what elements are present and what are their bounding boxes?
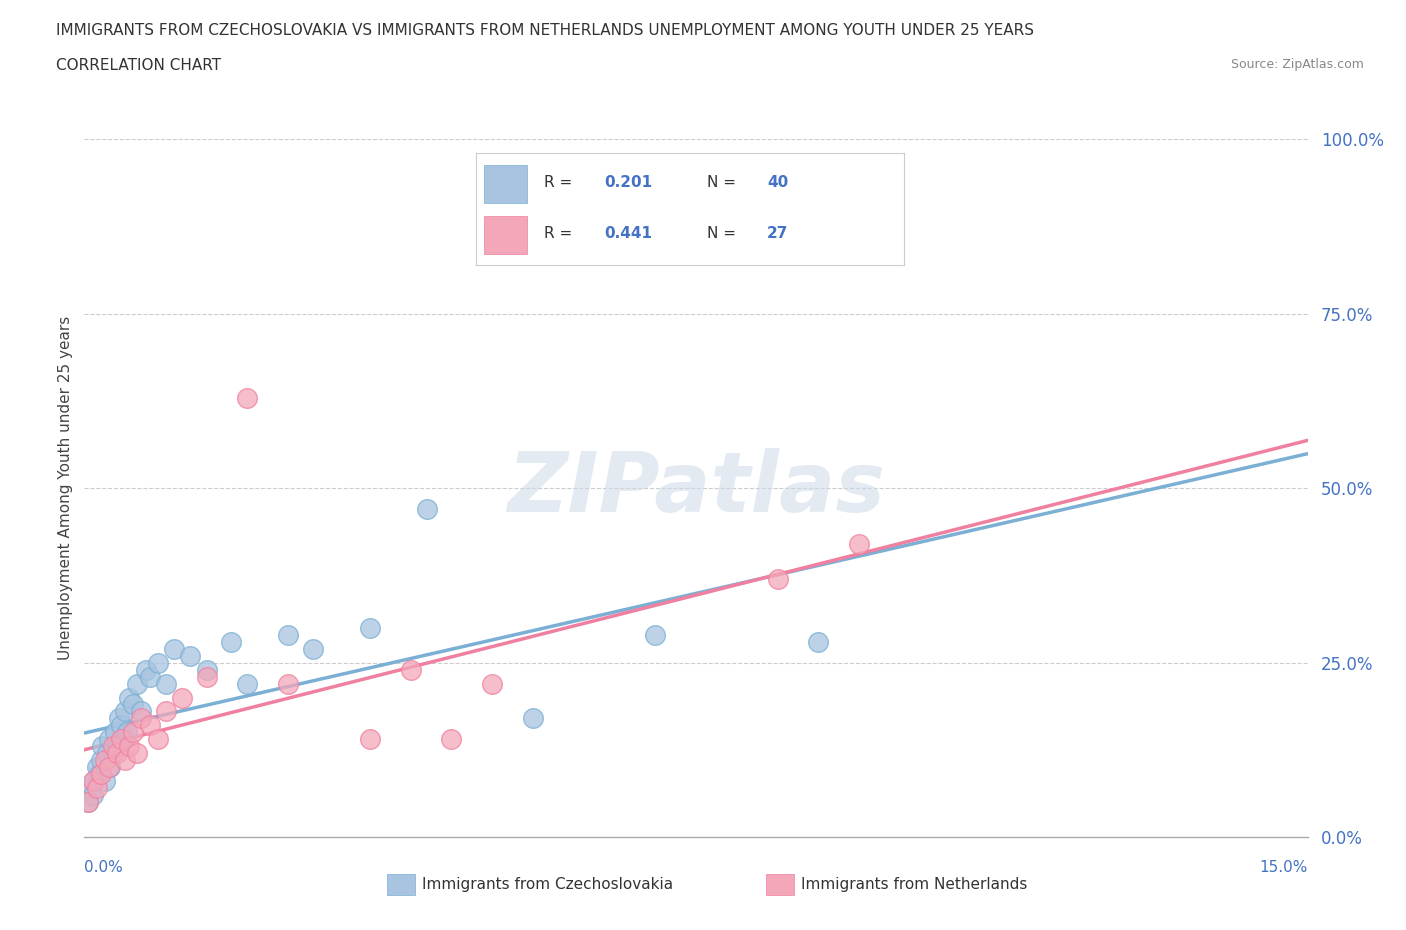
Point xyxy=(359,620,381,635)
Point xyxy=(86,760,108,775)
Point xyxy=(115,725,138,740)
Point xyxy=(97,760,120,775)
Point xyxy=(97,732,120,747)
Point xyxy=(219,634,242,649)
Point xyxy=(301,642,323,657)
Point xyxy=(105,746,128,761)
Point xyxy=(277,676,299,691)
Point xyxy=(82,774,104,789)
Point xyxy=(107,711,129,725)
Point xyxy=(138,670,160,684)
Point xyxy=(110,718,132,733)
Point xyxy=(101,746,124,761)
Point xyxy=(399,662,422,677)
Point xyxy=(127,676,149,691)
Point xyxy=(146,732,169,747)
Text: 15.0%: 15.0% xyxy=(1260,860,1308,875)
Point xyxy=(277,628,299,643)
Point xyxy=(163,642,186,657)
Point xyxy=(83,774,105,789)
Point xyxy=(114,704,136,719)
Point xyxy=(766,571,789,587)
Text: Immigrants from Netherlands: Immigrants from Netherlands xyxy=(801,877,1028,892)
Point xyxy=(80,781,103,796)
Point xyxy=(359,732,381,747)
Point xyxy=(236,676,259,691)
Point xyxy=(77,794,100,809)
Point xyxy=(122,698,145,712)
Point xyxy=(110,732,132,747)
Point xyxy=(807,634,830,649)
Point xyxy=(131,704,153,719)
Point xyxy=(155,704,177,719)
Point xyxy=(96,746,118,761)
Point xyxy=(112,732,135,747)
Point xyxy=(118,690,141,705)
Point xyxy=(100,760,122,775)
Point xyxy=(848,537,870,551)
Point xyxy=(114,753,136,768)
Y-axis label: Unemployment Among Youth under 25 years: Unemployment Among Youth under 25 years xyxy=(58,316,73,660)
Point xyxy=(138,718,160,733)
Point xyxy=(118,738,141,753)
Point xyxy=(440,732,463,747)
Point xyxy=(90,766,112,781)
Point xyxy=(155,676,177,691)
Point xyxy=(135,662,157,677)
Point xyxy=(195,662,218,677)
Point xyxy=(82,788,104,803)
Text: Source: ZipAtlas.com: Source: ZipAtlas.com xyxy=(1230,58,1364,71)
Point xyxy=(87,766,110,781)
Text: 0.0%: 0.0% xyxy=(84,860,124,875)
Point xyxy=(195,670,218,684)
Point xyxy=(101,738,124,753)
Point xyxy=(93,753,115,768)
Point xyxy=(127,746,149,761)
Point xyxy=(91,738,114,753)
Point xyxy=(179,648,201,663)
Text: ZIPatlas: ZIPatlas xyxy=(508,447,884,529)
Text: IMMIGRANTS FROM CZECHOSLOVAKIA VS IMMIGRANTS FROM NETHERLANDS UNEMPLOYMENT AMONG: IMMIGRANTS FROM CZECHOSLOVAKIA VS IMMIGR… xyxy=(56,23,1035,38)
Point xyxy=(416,502,439,517)
Point xyxy=(522,711,544,725)
Point xyxy=(644,628,666,643)
Point xyxy=(481,676,503,691)
Point xyxy=(90,753,112,768)
Text: Immigrants from Czechoslovakia: Immigrants from Czechoslovakia xyxy=(422,877,673,892)
Point xyxy=(105,738,128,753)
Text: CORRELATION CHART: CORRELATION CHART xyxy=(56,58,221,73)
Point xyxy=(236,391,259,405)
Point xyxy=(146,655,169,670)
Point xyxy=(93,774,115,789)
Point xyxy=(131,711,153,725)
Point xyxy=(122,725,145,740)
Point xyxy=(77,794,100,809)
Point xyxy=(86,781,108,796)
Point xyxy=(104,725,127,740)
Point xyxy=(172,690,194,705)
